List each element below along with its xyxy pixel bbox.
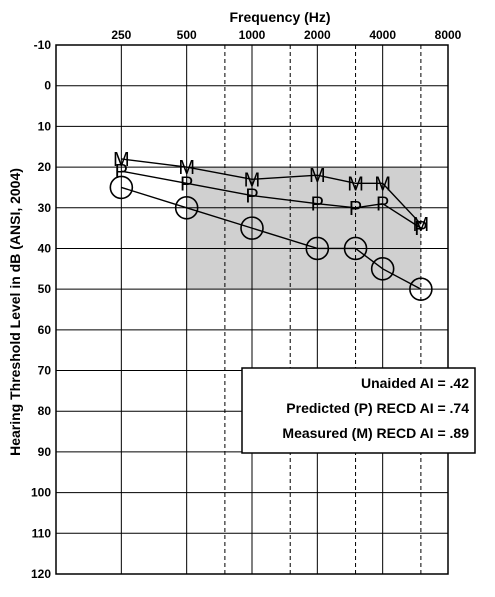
p-marker: P <box>376 194 389 216</box>
circle-marker <box>305 236 330 261</box>
x-tick-label: 4000 <box>369 28 396 42</box>
plot-frame <box>55 44 449 575</box>
circle-marker <box>370 257 395 281</box>
circle-marker <box>109 175 134 200</box>
x-tick-label: 250 <box>111 28 131 42</box>
p-marker: P <box>311 194 324 216</box>
p-marker: P <box>115 161 128 183</box>
x-tick-label: 2000 <box>304 28 331 42</box>
y-axis-title: Hearing Threshold Level in dB (ANSI, 200… <box>7 168 23 456</box>
m-marker: M <box>413 214 430 236</box>
x-tick-label: 8000 <box>435 28 462 42</box>
x-axis-title: Frequency (Hz) <box>229 9 330 25</box>
p-marker: P <box>180 173 193 195</box>
m-marker: M <box>347 173 364 195</box>
legend-box <box>241 367 476 454</box>
m-marker: M <box>309 165 326 187</box>
p-marker: P <box>414 218 427 240</box>
y-tick-label: 70 <box>38 364 52 378</box>
y-tick-label: 110 <box>32 526 52 540</box>
y-tick-label: 100 <box>31 486 51 500</box>
circle-marker <box>174 195 199 220</box>
m-marker: M <box>113 149 130 171</box>
y-tick-label: 30 <box>38 201 52 215</box>
y-tick-label: 90 <box>38 445 52 459</box>
legend-text-line: Predicted (P) RECD AI = .74 <box>286 400 469 416</box>
y-tick-label: 80 <box>38 404 52 418</box>
circle-marker <box>409 277 433 301</box>
circle-marker <box>343 236 368 261</box>
circle-marker <box>240 216 264 240</box>
y-tick-label: 40 <box>38 241 52 255</box>
m-marker: M <box>178 157 195 179</box>
y-tick-label: -10 <box>34 38 52 52</box>
y-tick-label: 50 <box>38 282 52 296</box>
p-marker: P <box>245 186 258 208</box>
p-marker: P <box>349 198 362 220</box>
y-tick-label: 120 <box>31 567 51 581</box>
y-tick-label: 60 <box>38 323 52 337</box>
series-m-line <box>121 158 422 225</box>
y-tick-label: 0 <box>44 79 51 93</box>
legend-text-line: Measured (M) RECD AI = .89 <box>282 425 469 441</box>
m-marker: M <box>374 173 391 195</box>
series-o-line <box>121 186 422 290</box>
y-tick-label: 10 <box>38 119 52 133</box>
legend-text-line: Unaided AI = .42 <box>361 375 469 391</box>
m-marker: M <box>244 169 261 191</box>
y-tick-label: 20 <box>38 160 52 174</box>
x-tick-label: 500 <box>177 28 197 42</box>
x-tick-label: 1000 <box>239 28 266 42</box>
series-p-line <box>121 170 422 229</box>
